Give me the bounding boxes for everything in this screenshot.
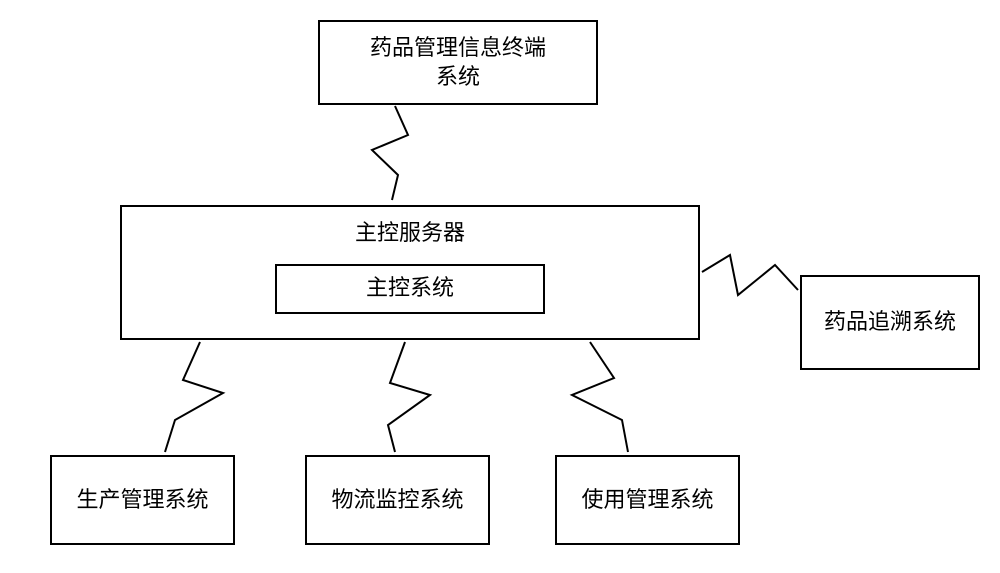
- edge-main-logistics: [388, 342, 430, 452]
- node-production: 生产管理系统: [50, 455, 235, 545]
- node-drug-terminal: 药品管理信息终端 系统: [318, 20, 598, 105]
- edge-main-trace: [702, 255, 798, 295]
- node-main-server-label: 主控服务器: [355, 219, 465, 248]
- node-production-label: 生产管理系统: [76, 486, 208, 515]
- node-logistics: 物流监控系统: [305, 455, 490, 545]
- node-main-system: 主控系统: [275, 264, 545, 314]
- edge-top-main: [372, 106, 408, 200]
- node-usage-label: 使用管理系统: [581, 486, 713, 515]
- node-usage: 使用管理系统: [555, 455, 740, 545]
- node-trace-label: 药品追溯系统: [824, 308, 956, 337]
- node-main-system-label: 主控系统: [366, 274, 454, 303]
- node-trace: 药品追溯系统: [800, 275, 980, 370]
- node-drug-terminal-label: 药品管理信息终端 系统: [370, 34, 546, 91]
- edge-main-usage: [572, 342, 628, 452]
- edge-main-production: [165, 342, 223, 452]
- node-main-server: 主控服务器 主控系统: [120, 205, 700, 340]
- node-logistics-label: 物流监控系统: [331, 486, 463, 515]
